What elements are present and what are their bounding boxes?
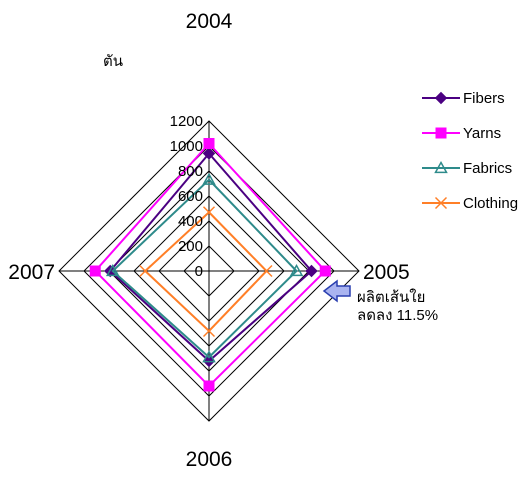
series-yarns: [89, 138, 331, 392]
clothing-point-2007: [139, 264, 152, 278]
tick-label-400: 400: [178, 213, 203, 230]
series-line-fabrics: [111, 178, 298, 359]
legend-label: Yarns: [463, 125, 501, 142]
legend-marker-fibers: [434, 91, 448, 105]
tick-label-800: 800: [178, 163, 203, 180]
annotation-line-2: ลดลง 11.5%: [357, 307, 438, 324]
unit-label: ตัน: [103, 53, 123, 70]
yarns-point-2007: [89, 265, 101, 277]
legend-marker-clothing: [434, 196, 448, 210]
axis-label-2004: 2004: [186, 10, 233, 33]
fibers-point-2004: [202, 147, 216, 160]
fabrics-point-2005: [289, 263, 304, 277]
axis-label-2007: 2007: [8, 261, 55, 284]
legend-item-fibers: Fibers: [422, 90, 505, 107]
clothing-point-2004: [202, 206, 216, 219]
legend-item-clothing: Clothing: [422, 195, 518, 212]
tick-labels: 0 200 400 600 800 1000 1200: [170, 113, 203, 280]
series-layer: [89, 138, 331, 392]
fibers-point-2005: [305, 264, 318, 278]
tick-label-1200: 1200: [170, 113, 203, 130]
tick-label-0: 0: [195, 263, 203, 280]
annotation-arrow: [322, 279, 351, 303]
fabrics-point-2004: [202, 172, 216, 185]
series-clothing: [139, 206, 273, 338]
legend-label: Fabrics: [463, 160, 512, 177]
clothing-point-2006: [202, 324, 216, 338]
fabrics-point-2006: [202, 350, 216, 363]
fabrics-point-2007: [105, 263, 120, 277]
yarns-point-2004: [203, 138, 215, 149]
clothing-point-2005: [260, 264, 273, 278]
legend-item-fabrics: Fabrics: [422, 160, 512, 177]
tick-label-600: 600: [178, 188, 203, 205]
legend-marker-fabrics: [434, 160, 448, 174]
annotation: ผลิตเส้นใย ลดลง 11.5%: [322, 279, 438, 324]
annotation-line-1: ผลิตเส้นใย: [357, 288, 425, 306]
yarns-point-2005: [319, 265, 331, 277]
legend-item-yarns: Yarns: [422, 125, 501, 142]
yarns-point-2006: [203, 380, 215, 392]
series-line-clothing: [143, 210, 268, 333]
labels-layer: ตัน 2004 2005 2006 2007: [8, 10, 409, 471]
legend-label: Clothing: [463, 195, 518, 212]
series-fabrics: [105, 172, 304, 363]
legend: Fibers Yarns Fabrics Clothing: [422, 90, 518, 212]
axis-label-2005: 2005: [363, 261, 410, 284]
tick-label-1000: 1000: [170, 138, 203, 155]
axis-label-2006: 2006: [186, 448, 233, 471]
tick-label-200: 200: [178, 238, 203, 255]
legend-label: Fibers: [463, 90, 505, 107]
radar-grid: [58, 120, 360, 422]
legend-marker-yarns: [435, 127, 447, 139]
